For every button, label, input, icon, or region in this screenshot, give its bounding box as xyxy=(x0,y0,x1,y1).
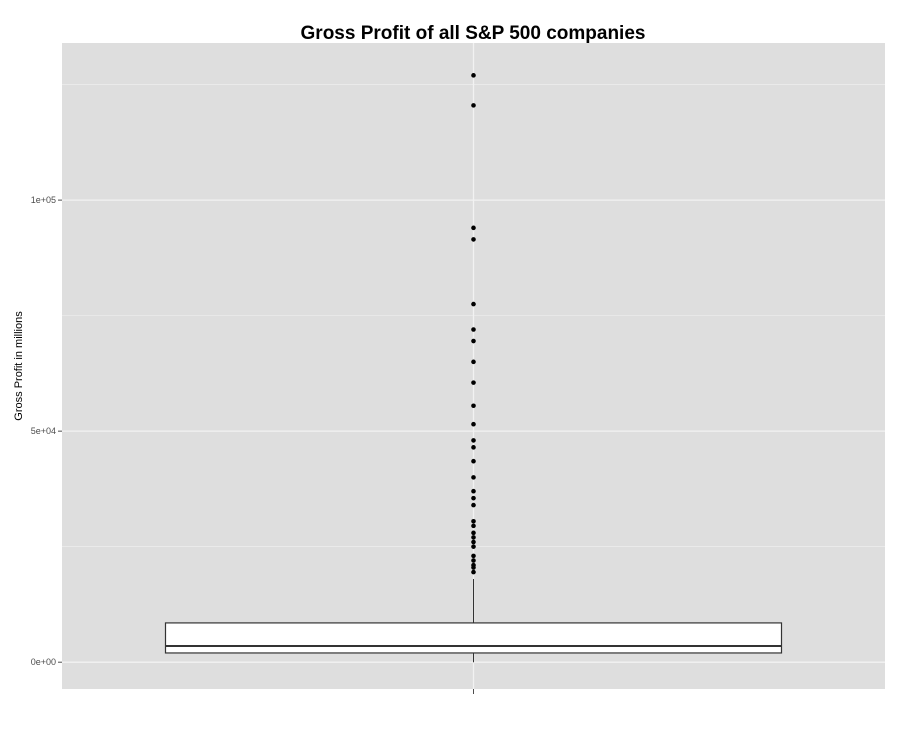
outlier-points xyxy=(471,73,476,575)
outlier-point xyxy=(471,237,476,242)
outlier-point xyxy=(471,359,476,365)
outlier-point xyxy=(471,338,476,344)
outlier-point xyxy=(471,458,476,464)
outlier-point xyxy=(471,403,476,409)
outlier-point xyxy=(471,558,476,563)
y-tick-label: 1e+05 xyxy=(31,195,56,205)
outlier-point xyxy=(471,518,476,524)
y-tick-label: 0e+00 xyxy=(31,657,56,667)
outlier-point xyxy=(471,523,476,529)
outlier-point xyxy=(471,445,476,450)
y-axis-label: Gross Profit in millions xyxy=(13,311,25,421)
outlier-point xyxy=(471,569,476,575)
outlier-point xyxy=(471,225,476,231)
y-tick-label: 5e+04 xyxy=(31,426,56,436)
outlier-point xyxy=(471,502,476,508)
outlier-point xyxy=(471,475,476,480)
box-marks xyxy=(164,579,783,663)
y-axis-ticks: 0e+00 5e+04 1e+05 xyxy=(31,195,62,667)
outlier-point xyxy=(471,380,476,385)
outlier-point xyxy=(471,565,476,570)
outlier-point xyxy=(471,73,476,78)
outlier-point xyxy=(471,539,476,545)
outlier-point xyxy=(471,553,476,559)
outlier-point xyxy=(471,103,476,108)
outlier-point xyxy=(471,530,476,536)
outlier-point xyxy=(471,488,476,494)
outlier-point xyxy=(471,327,476,332)
chart-title: Gross Profit of all S&P 500 companies xyxy=(301,23,646,44)
iqr-box xyxy=(164,622,783,654)
outlier-point xyxy=(471,495,476,501)
outlier-point xyxy=(471,421,476,427)
outlier-point xyxy=(471,535,476,540)
outlier-point xyxy=(471,544,476,549)
outlier-point xyxy=(471,438,476,443)
outlier-point xyxy=(471,301,476,307)
